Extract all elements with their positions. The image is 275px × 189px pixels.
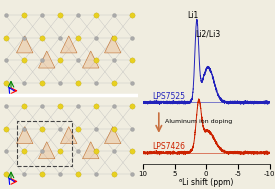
- Text: Li2/Li3: Li2/Li3: [196, 30, 221, 39]
- Polygon shape: [39, 51, 55, 68]
- Polygon shape: [82, 51, 99, 68]
- Bar: [16, 121, 72, 166]
- Polygon shape: [39, 142, 55, 159]
- Text: Aluminum ion doping: Aluminum ion doping: [165, 119, 232, 124]
- Text: Li1: Li1: [187, 11, 198, 20]
- Text: LPS7426: LPS7426: [152, 142, 185, 151]
- Text: LPS7525: LPS7525: [152, 92, 185, 101]
- X-axis label: ⁶Li shift (ppm): ⁶Li shift (ppm): [179, 178, 233, 187]
- Polygon shape: [60, 36, 77, 53]
- Polygon shape: [104, 36, 121, 53]
- Polygon shape: [104, 127, 121, 144]
- Polygon shape: [16, 36, 33, 53]
- Polygon shape: [82, 142, 99, 159]
- Polygon shape: [16, 127, 33, 144]
- Polygon shape: [60, 127, 77, 144]
